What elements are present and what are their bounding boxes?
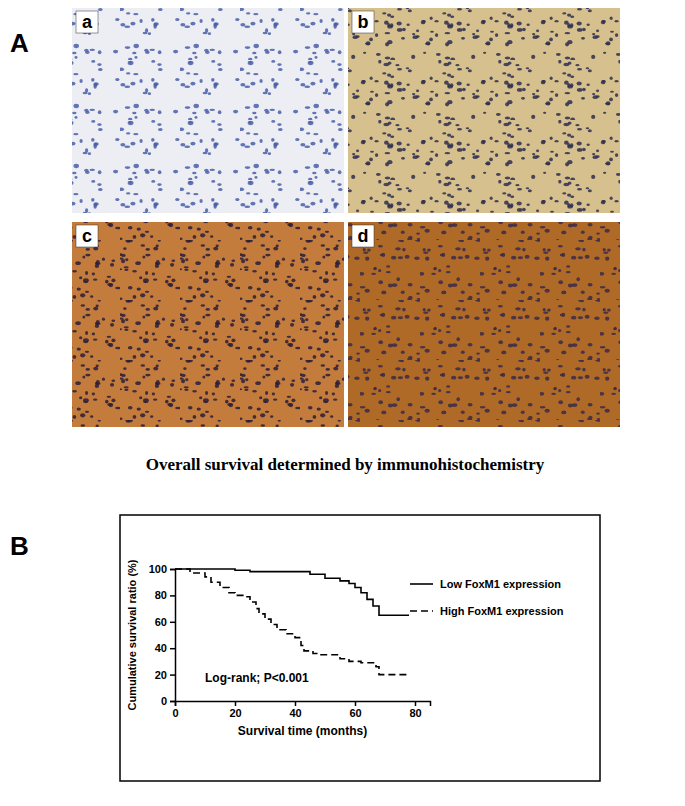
image-label: c <box>82 226 92 246</box>
micrograph <box>72 8 344 213</box>
image-label-box <box>76 11 98 33</box>
x-axis: 0 20 40 60 80 <box>172 701 430 719</box>
y-tick-mark <box>170 674 175 676</box>
annotation: Log-rank; P<0.001 <box>205 671 309 685</box>
panel-label: A <box>10 28 29 58</box>
legend: Low FoxM1 expression High FoxM1 expressio… <box>410 578 564 617</box>
y-axis-title: Cumulative survival ratio (%) <box>126 559 138 710</box>
image-label: b <box>358 12 369 32</box>
plot-area <box>175 569 409 675</box>
legend-label: High FoxM1 expression <box>440 605 564 617</box>
legend-swatch <box>410 583 433 585</box>
image-label-box <box>352 225 374 247</box>
y-tick-mark <box>170 648 175 650</box>
x-tick-label: 40 <box>289 707 301 719</box>
x-tick-label: 80 <box>409 707 421 719</box>
panel-label: B <box>10 531 29 561</box>
x-tick-label: 20 <box>229 707 241 719</box>
y-tick-label: 100 <box>149 563 167 575</box>
x-tick-mark <box>235 701 237 706</box>
y-axis-line <box>170 570 176 702</box>
x-tick-mark <box>295 701 297 706</box>
micrograph <box>348 8 620 213</box>
micrograph <box>348 222 620 427</box>
y-tick: 60 <box>155 616 175 628</box>
x-tick: 60 <box>349 701 361 719</box>
chart-frame <box>120 515 600 781</box>
y-tick: 20 <box>155 669 175 681</box>
image-label: a <box>82 12 93 32</box>
y-tick: 80 <box>155 589 175 601</box>
x-tick: 20 <box>229 701 241 719</box>
legend-label: Low FoxM1 expression <box>440 578 561 590</box>
caption: Overall survival determined by immunohis… <box>146 455 545 474</box>
survival-curve <box>175 569 409 675</box>
x-tick: 40 <box>289 701 301 719</box>
y-tick: 0 <box>161 695 175 707</box>
x-tick-label: 60 <box>349 707 361 719</box>
y-tick-label: 80 <box>155 589 167 601</box>
x-tick: 80 <box>409 701 421 719</box>
x-axis-title: Survival time (months) <box>238 724 367 738</box>
y-tick: 100 <box>149 563 175 575</box>
y-tick: 40 <box>155 642 175 654</box>
y-tick-label: 60 <box>155 616 167 628</box>
y-tick-mark <box>170 622 175 624</box>
image-label: d <box>358 226 369 246</box>
y-tick-mark <box>170 569 175 571</box>
figure: Aa b c d Overall survival determined by immu… <box>0 0 685 806</box>
image-label-box <box>352 11 374 33</box>
x-tick-mark <box>415 701 417 706</box>
x-axis-line <box>176 702 431 707</box>
x-tick-label: 0 <box>172 707 178 719</box>
image-label-box <box>76 225 98 247</box>
y-axis: 0 20 40 60 80 100 <box>149 563 176 707</box>
y-tick-label: 40 <box>155 642 167 654</box>
y-tick-mark <box>170 595 175 597</box>
micrograph <box>72 222 344 427</box>
y-tick-label: 0 <box>161 695 167 707</box>
y-tick-label: 20 <box>155 669 167 681</box>
x-tick: 0 <box>172 701 178 719</box>
x-tick-mark <box>355 701 357 706</box>
survival-curve <box>175 569 409 615</box>
legend-swatch <box>410 610 433 612</box>
y-tick-mark <box>170 701 175 703</box>
